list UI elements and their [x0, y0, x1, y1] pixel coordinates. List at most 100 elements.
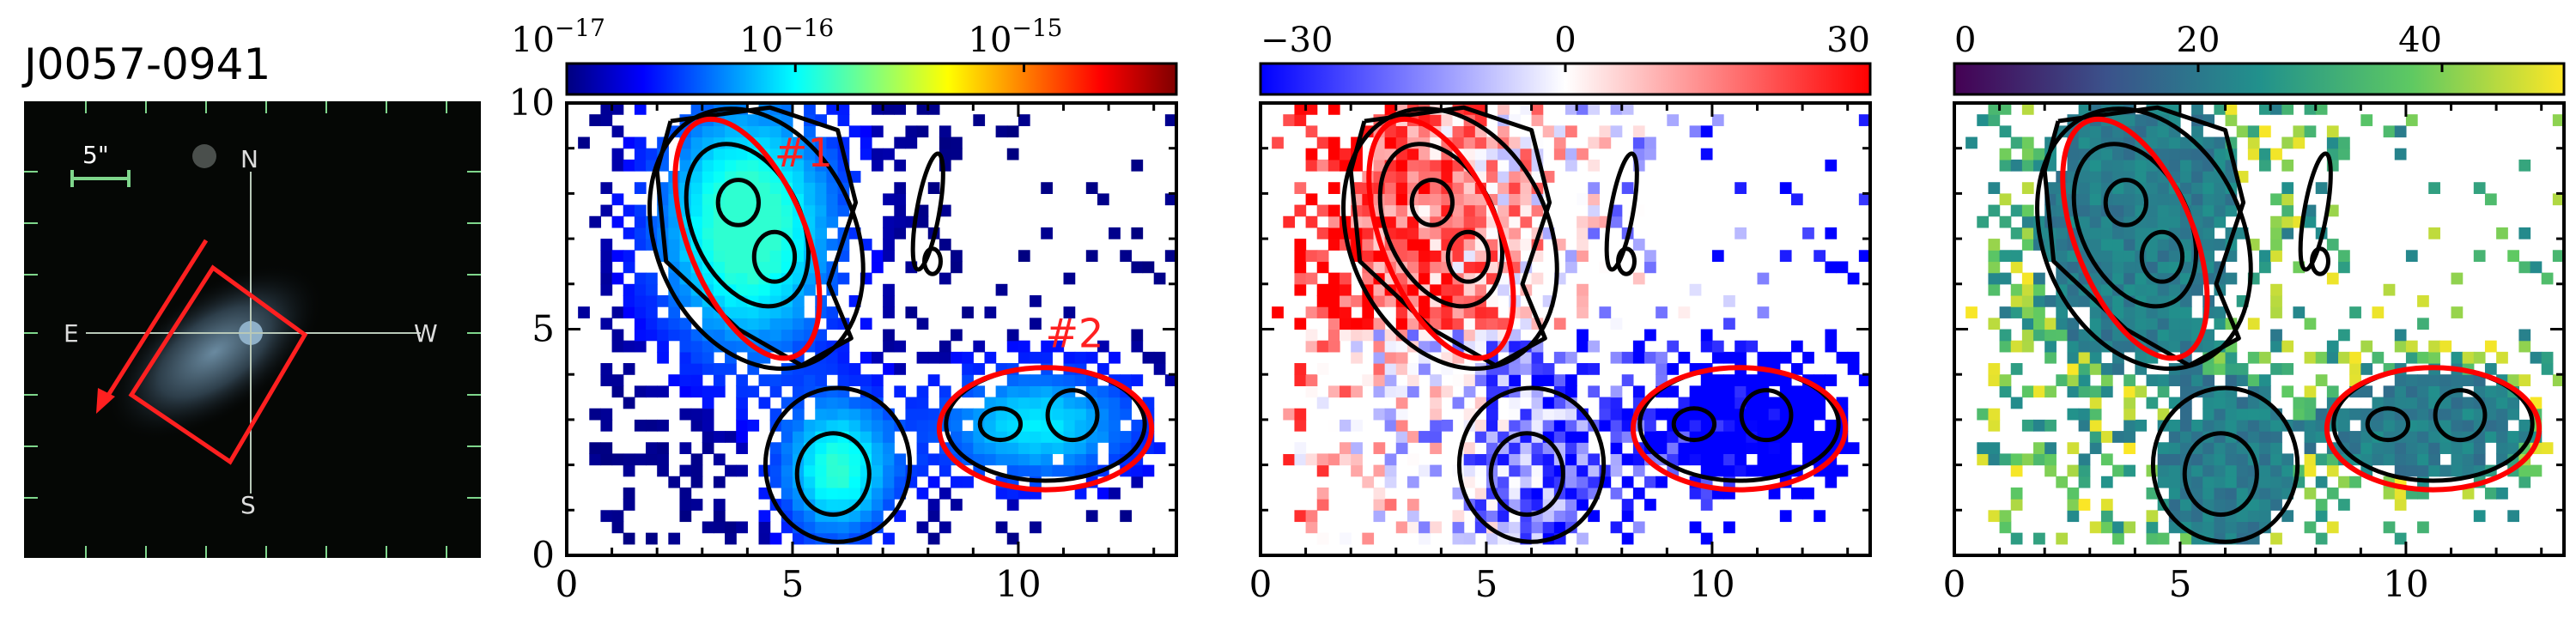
heatmap-cell [1632, 272, 1645, 285]
heatmap-cell [736, 148, 748, 161]
heatmap-cell [927, 510, 940, 523]
heatmap-cell [883, 193, 895, 206]
heatmap-cell [2507, 408, 2520, 421]
heatmap-cell [2010, 204, 2023, 217]
heatmap-cell [1610, 318, 1623, 330]
heatmap-cell [1109, 397, 1121, 409]
heatmap-cell [1779, 250, 1792, 263]
heatmap-cell [1678, 397, 1691, 409]
heatmap-cell [1632, 521, 1645, 534]
heatmap-cell [2168, 374, 2181, 386]
heatmap-cell [623, 261, 635, 274]
heatmap-cell [2383, 521, 2396, 534]
heatmap-cell [1735, 385, 1747, 398]
heatmap-cell [2462, 442, 2475, 455]
heatmap-cell [1030, 294, 1042, 307]
heatmap-cell [623, 464, 635, 477]
heatmap-cell [2089, 521, 2102, 534]
heatmap-cell [1452, 261, 1465, 274]
heatmap-cell [1577, 464, 1589, 477]
heatmap-cell [1746, 419, 1759, 432]
heatmap-cell [2214, 499, 2227, 511]
heatmap-cell [657, 340, 669, 353]
heatmap-cell [1018, 351, 1030, 364]
heatmap-cell [2304, 487, 2317, 500]
heatmap-cell [2349, 363, 2361, 375]
heatmap-cell [962, 363, 974, 375]
heatmap-cell [1723, 318, 1735, 330]
heatmap-cell [2179, 374, 2192, 386]
heatmap-cell [1463, 442, 1476, 455]
heatmap-cell [679, 351, 692, 364]
heatmap-cell [2552, 114, 2565, 126]
heatmap-cell [2067, 351, 2080, 364]
contour-line [2433, 388, 2488, 443]
heatmap-cell [1565, 148, 1577, 161]
heatmap-cell [702, 204, 714, 217]
heatmap-cell [2078, 204, 2091, 217]
heatmap-cell [1485, 374, 1498, 386]
heatmap-cell [1814, 250, 1826, 263]
heatmap-cell [758, 250, 771, 263]
heatmap-cell [1283, 442, 1296, 455]
region-outline-1 [672, 116, 823, 361]
heatmap-cell [725, 464, 737, 477]
heatmap-cell [1723, 464, 1735, 477]
heatmap-cell [1006, 125, 1019, 138]
heatmap-cell [1644, 136, 1656, 149]
heatmap-cell [1406, 227, 1419, 239]
heatmap-cell [2236, 453, 2249, 466]
heatmap-cell [736, 306, 748, 318]
heatmap-cell [1006, 148, 1019, 161]
heatmap-cell [2021, 294, 2034, 307]
heatmap-cell [2010, 487, 2023, 500]
heatmap-cell [1474, 476, 1487, 488]
heatmap-cell [2021, 103, 2034, 115]
heatmap-cell [1757, 351, 1770, 364]
heatmap-cell [1531, 453, 1544, 466]
heatmap-cell [646, 294, 658, 307]
heatmap-cell [872, 464, 884, 477]
heatmap-cell [690, 385, 703, 398]
heatmap-cell [1109, 487, 1121, 500]
heatmap-cell [2541, 351, 2554, 364]
heatmap-cell [1294, 374, 1307, 386]
heatmap-cell [2168, 431, 2181, 443]
heatmap-cell [2236, 521, 2249, 534]
heatmap-cell [1746, 464, 1759, 477]
heatmap-cell [2225, 499, 2238, 511]
heatmap-cell [1667, 385, 1680, 398]
heatmap-cell [1520, 204, 1533, 217]
heatmap-cell [1294, 318, 1307, 330]
heatmap-cell [1384, 419, 1397, 432]
heatmap-cell [2405, 431, 2418, 443]
heatmap-cell [792, 532, 805, 545]
heatmap-cell [2247, 431, 2260, 443]
heatmap-cell [1018, 431, 1030, 443]
heatmap-cell [1041, 227, 1053, 239]
contour-line [1671, 406, 1717, 443]
heatmap-cell [1052, 442, 1065, 455]
heatmap-cell [690, 215, 703, 228]
heatmap-cell [1406, 261, 1419, 274]
heatmap-cell [1272, 306, 1284, 318]
heatmap-cell [2270, 363, 2282, 375]
heatmap-cell [1700, 385, 1713, 398]
heatmap-cell [2484, 340, 2497, 353]
heatmap-cell [1746, 340, 1759, 353]
heatmap-cell [2417, 521, 2429, 534]
heatmap-cell [2383, 385, 2396, 398]
heatmap-cell [1406, 318, 1419, 330]
contour-line [1409, 178, 1455, 227]
heatmap-cell [2191, 103, 2203, 115]
heatmap-cell [2033, 148, 2045, 161]
heatmap-cell [984, 442, 997, 455]
heatmap-cell [1825, 329, 1838, 342]
heatmap-cell [1757, 408, 1770, 421]
heatmap-cell [1463, 215, 1476, 228]
foreground-star [192, 144, 216, 168]
heatmap-cell [804, 283, 816, 296]
heatmap-cell [2394, 374, 2407, 386]
